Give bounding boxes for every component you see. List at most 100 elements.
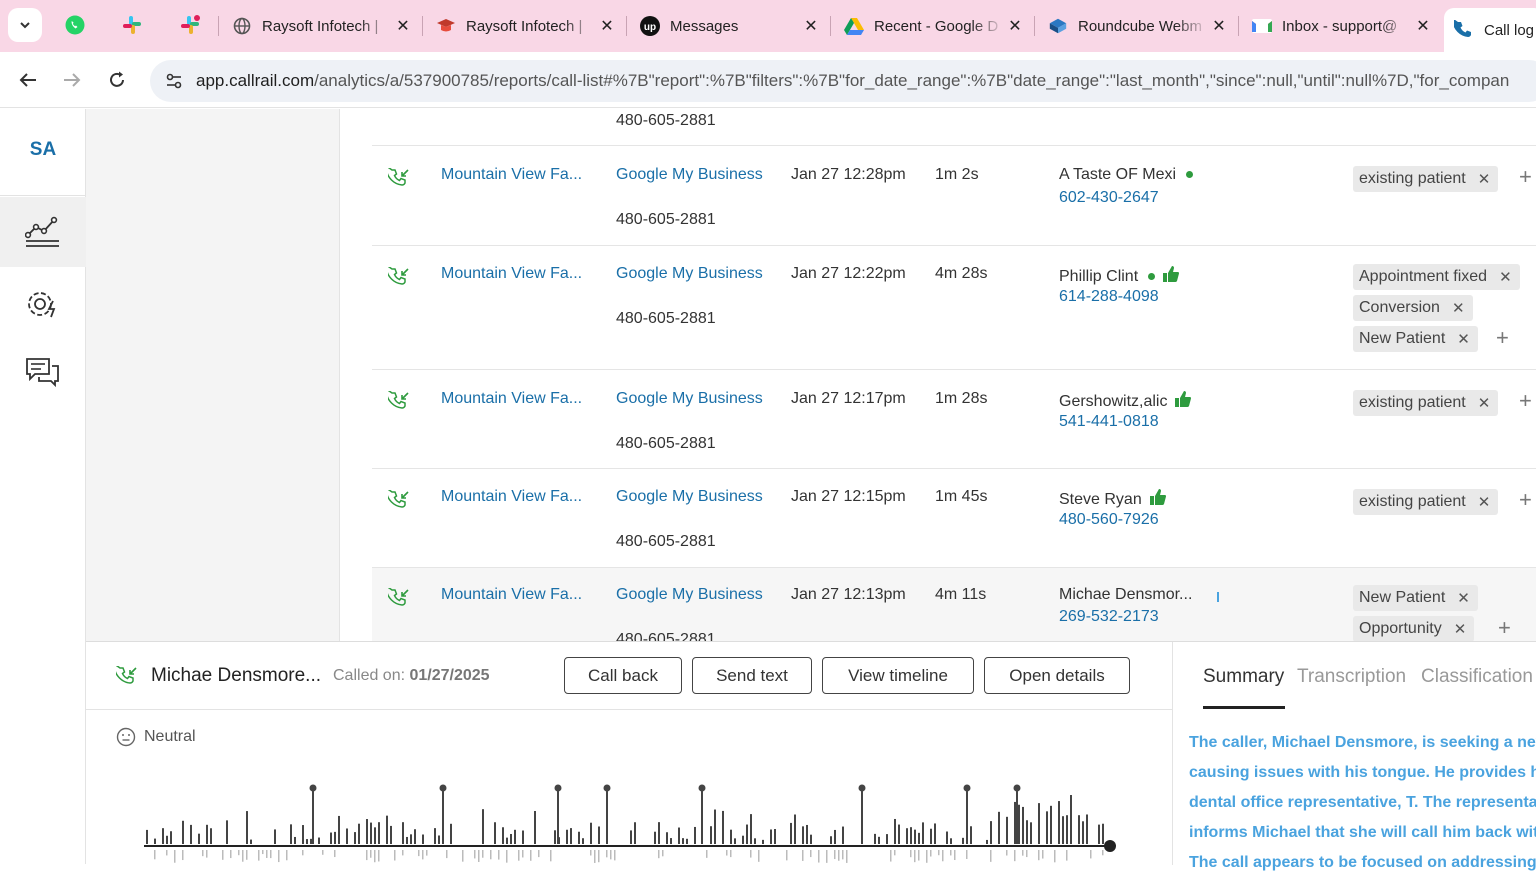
company-link[interactable]: Mountain View Fa... <box>441 390 583 407</box>
remove-tag-icon[interactable]: ✕ <box>1457 590 1470 607</box>
add-tag-button[interactable]: + <box>1519 388 1532 413</box>
add-tag-button[interactable]: + <box>1498 615 1511 640</box>
remove-tag-icon[interactable]: ✕ <box>1453 621 1467 638</box>
browser-tab-gmail[interactable]: Inbox - support@ ✕ <box>1242 8 1442 44</box>
waveform-bar <box>898 824 900 844</box>
caller-phone-link[interactable]: 614-288-4098 <box>1059 288 1159 305</box>
tab-summary[interactable]: Summary <box>1203 666 1285 687</box>
waveform-bar <box>666 832 668 844</box>
tab-classification[interactable]: Classification <box>1421 666 1533 687</box>
table-row-selected[interactable]: Mountain View Fa... Google My Business 4… <box>372 567 1536 641</box>
source-link[interactable]: Google My Business <box>616 265 763 282</box>
waveform-bar <box>790 822 792 844</box>
pinned-tab-whatsapp[interactable] <box>60 10 90 40</box>
pinned-tab-slack-1[interactable] <box>117 10 147 40</box>
remove-tag-icon[interactable]: ✕ <box>1477 395 1491 412</box>
remove-tag-icon[interactable]: ✕ <box>1451 300 1465 317</box>
sentiment-indicator: Neutral <box>116 727 196 747</box>
browser-tab-raysoft-1[interactable]: Raysoft Infotech | ✕ <box>222 8 422 44</box>
waveform-peak <box>701 788 703 844</box>
table-row[interactable]: Mountain View Fa... Google My Business 4… <box>372 145 1536 245</box>
sidebar-item-settings[interactable] <box>0 269 86 339</box>
caller-phone-link[interactable]: 480-560-7926 <box>1059 511 1159 528</box>
remove-tag-icon[interactable]: ✕ <box>1477 171 1491 188</box>
company-link[interactable]: Mountain View Fa... <box>441 265 583 282</box>
waveform-bar-secondary <box>966 850 968 859</box>
waveform-bar-secondary <box>1042 850 1044 859</box>
source-link[interactable]: Google My Business <box>616 166 763 183</box>
waveform-bar-secondary <box>302 850 304 856</box>
company-link[interactable]: Mountain View Fa... <box>441 166 583 183</box>
waveform-bar <box>330 832 332 844</box>
google-drive-icon <box>844 18 864 35</box>
company-link[interactable]: Mountain View Fa... <box>441 586 583 603</box>
table-row[interactable]: Mountain View Fa... Google My Business 4… <box>372 245 1536 369</box>
sidebar-item-messages[interactable] <box>0 337 86 407</box>
view-timeline-button[interactable]: View timeline <box>822 657 974 694</box>
tab-search-button[interactable] <box>8 8 42 42</box>
waveform-peak-marker <box>698 784 706 792</box>
pinned-tab-slack-2[interactable] <box>175 10 205 40</box>
caller-phone-link[interactable]: 541-441-0818 <box>1059 413 1159 430</box>
close-tab-icon[interactable]: ✕ <box>1212 18 1226 35</box>
waveform-bar <box>582 838 584 844</box>
browser-tab-google-drive[interactable]: Recent - Google D ✕ <box>834 8 1034 44</box>
send-text-button[interactable]: Send text <box>692 657 812 694</box>
table-row[interactable]: Mountain View Fa... Google My Business 4… <box>372 369 1536 468</box>
tracking-number: 480-605-2881 <box>616 631 716 641</box>
browser-tab-messages[interactable]: up Messages ✕ <box>630 8 830 44</box>
waveform-bar <box>774 829 776 844</box>
close-tab-icon[interactable]: ✕ <box>804 18 818 35</box>
sidebar-item-analytics[interactable] <box>0 197 86 267</box>
waveform-bar <box>210 828 212 844</box>
caller-phone-link[interactable]: 269-532-2173 <box>1059 608 1159 625</box>
browser-tab-roundcube[interactable]: Roundcube Webm ✕ <box>1038 8 1238 44</box>
add-tag-button[interactable]: + <box>1519 487 1532 512</box>
gmail-icon <box>1252 19 1272 33</box>
waveform-bar <box>354 832 356 844</box>
reload-button[interactable] <box>101 64 133 96</box>
remove-tag-icon[interactable]: ✕ <box>1477 494 1491 511</box>
add-tag-button[interactable]: + <box>1496 325 1509 350</box>
remove-tag-icon[interactable]: ✕ <box>1499 269 1512 286</box>
add-tag-button[interactable]: + <box>1519 164 1532 189</box>
app-sidebar: SA <box>0 109 86 864</box>
site-settings-icon[interactable] <box>162 69 186 93</box>
call-duration: 1m 28s <box>935 390 988 407</box>
waveform-bar-secondary <box>462 850 464 862</box>
waveform-bar-secondary <box>590 850 592 856</box>
tab-transcription[interactable]: Transcription <box>1297 666 1407 687</box>
inbound-call-icon <box>388 168 409 186</box>
call-detail-header: Michae Densmore... Called on: 01/27/2025… <box>86 642 1172 710</box>
open-details-button[interactable]: Open details <box>984 657 1130 694</box>
neutral-face-icon <box>116 727 136 747</box>
waveform-bar-secondary <box>914 850 916 863</box>
close-tab-icon[interactable]: ✕ <box>396 18 410 35</box>
forward-button[interactable] <box>56 64 88 96</box>
waveform-bar <box>506 837 508 844</box>
source-link[interactable]: Google My Business <box>616 488 763 505</box>
call-back-button[interactable]: Call back <box>564 657 682 694</box>
address-bar[interactable]: app.callrail.com/analytics/a/537900785/r… <box>150 60 1536 102</box>
table-row[interactable]: Mountain View Fa... Google My Business 4… <box>372 468 1536 567</box>
upwork-icon: up <box>640 16 660 36</box>
close-tab-icon[interactable]: ✕ <box>1008 18 1022 35</box>
account-avatar[interactable]: SA <box>29 139 57 160</box>
close-tab-icon[interactable]: ✕ <box>1416 18 1430 35</box>
source-link[interactable]: Google My Business <box>616 390 763 407</box>
browser-tab-raysoft-2[interactable]: Raysoft Infotech | ✕ <box>426 8 626 44</box>
close-tab-icon[interactable]: ✕ <box>600 18 614 35</box>
remove-tag-icon[interactable]: ✕ <box>1457 331 1470 348</box>
back-button[interactable] <box>12 64 44 96</box>
caller-phone-link[interactable]: 602-430-2647 <box>1059 189 1159 206</box>
company-link[interactable]: Mountain View Fa... <box>441 488 583 505</box>
waveform-bar-secondary <box>370 850 372 858</box>
waveform-bar <box>1098 824 1100 844</box>
waveform-bar <box>970 826 972 844</box>
waveform-bar-secondary <box>242 850 244 862</box>
browser-tab-call-log[interactable]: Call log <box>1444 8 1536 52</box>
audio-waveform[interactable] <box>144 772 1120 865</box>
waveform-bar <box>1102 823 1104 844</box>
waveform-bar-secondary <box>478 850 480 862</box>
source-link[interactable]: Google My Business <box>616 586 763 603</box>
